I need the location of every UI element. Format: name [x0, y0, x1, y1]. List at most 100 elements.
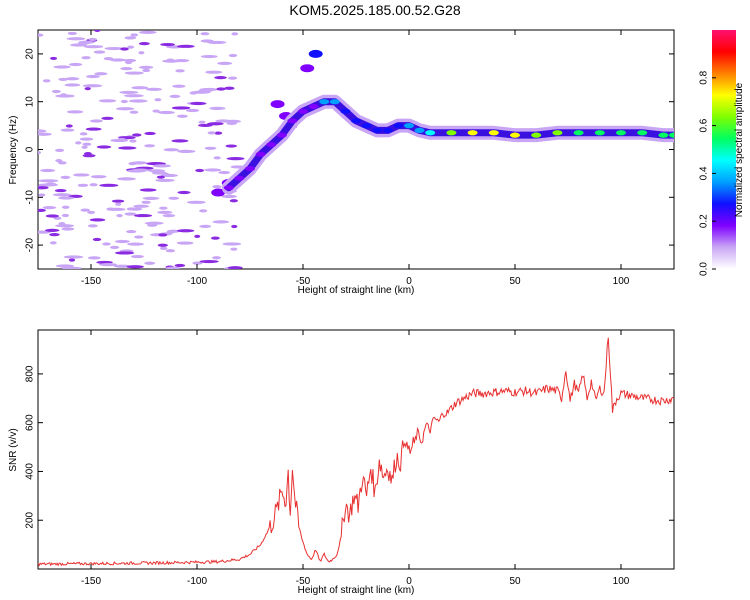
- ridge-point: [669, 132, 674, 138]
- noise-speckle: [138, 41, 150, 46]
- y-tick-label: -20: [25, 237, 36, 252]
- noise-speckle: [73, 173, 90, 177]
- noise-speckle: [131, 254, 144, 259]
- noise-speckle: [171, 106, 191, 110]
- noise-speckle: [115, 251, 135, 255]
- ridge-point: [414, 127, 425, 133]
- ridge-point: [404, 123, 414, 129]
- ridge-point: [594, 130, 605, 136]
- noise-speckle: [161, 172, 170, 176]
- noise-speckle: [133, 204, 150, 208]
- noise-speckle: [142, 196, 160, 200]
- noise-speckle: [118, 146, 137, 150]
- chart-title: KOM5.2025.185.00.52.G28: [289, 2, 461, 18]
- noise-speckle: [176, 241, 194, 245]
- noise-speckle: [204, 146, 217, 150]
- noise-speckle: [75, 141, 82, 145]
- colorbar-tick-label: 0.0: [699, 262, 710, 276]
- y-tick-label: 20: [25, 48, 36, 60]
- noise-speckle: [195, 168, 205, 173]
- noise-speckle: [64, 83, 81, 87]
- noise-speckle: [61, 213, 70, 218]
- noise-speckle: [192, 261, 203, 265]
- noise-speckle: [217, 61, 233, 65]
- noise-speckle: [128, 99, 148, 103]
- noise-speckle: [67, 31, 77, 36]
- noise-speckle: [225, 144, 237, 148]
- noise-speckle: [194, 234, 201, 238]
- y-tick-label: 10: [25, 96, 36, 108]
- noise-speckle: [125, 60, 133, 65]
- ridge-point: [223, 185, 234, 191]
- noise-speckle: [214, 76, 227, 80]
- noise-speckle: [87, 210, 96, 215]
- noise-speckle: [198, 120, 206, 124]
- ridge-point: [510, 132, 520, 138]
- noise-speckle: [166, 266, 178, 269]
- noise-speckle: [61, 227, 75, 231]
- noise-speckle: [213, 156, 221, 160]
- noise-speckle: [115, 202, 122, 206]
- colorbar-gradient: [712, 30, 736, 269]
- noise-speckle: [152, 164, 171, 168]
- noise-speckle: [88, 37, 97, 42]
- noise-speckle: [66, 110, 84, 114]
- noise-speckle: [200, 54, 218, 59]
- heatmap-y-axis-label: Frequency (Hz): [8, 116, 19, 185]
- noise-speckle: [120, 67, 133, 71]
- noise-speckle: [199, 224, 212, 228]
- x-tick-label: 100: [613, 576, 630, 587]
- noise-speckle: [79, 137, 94, 141]
- noise-speckle: [200, 32, 210, 36]
- noise-speckle: [38, 132, 52, 136]
- noise-speckle: [144, 261, 156, 265]
- noise-speckle: [55, 264, 75, 268]
- ridge-point: [276, 132, 287, 138]
- x-tick-label: 0: [406, 276, 412, 287]
- noise-speckle: [144, 221, 164, 225]
- ridge-point: [245, 166, 255, 172]
- ridge-point: [329, 99, 340, 105]
- noise-speckle: [222, 242, 242, 246]
- noise-speckle: [119, 90, 139, 95]
- snr-marks: [38, 337, 674, 567]
- noise-speckle: [99, 263, 118, 267]
- noise-speckle: [133, 213, 153, 218]
- ridge-point: [658, 132, 669, 138]
- noise-speckle: [200, 39, 214, 43]
- ridge-point: [340, 108, 351, 114]
- noise-speckle: [157, 110, 175, 115]
- noise-speckle: [221, 194, 237, 199]
- ridge-point: [308, 103, 319, 110]
- noise-speckle: [224, 119, 241, 123]
- noise-speckle: [186, 200, 206, 204]
- colorbar-tick-label: 0.6: [699, 118, 710, 132]
- noise-speckle: [49, 241, 57, 245]
- noise-speckle: [144, 144, 156, 148]
- noise-speckle: [66, 37, 86, 41]
- heatmap-y-ticks: -20 -10 0 10 20: [25, 48, 674, 252]
- snr-y-axis-label: SNR (v/v): [8, 428, 19, 471]
- noise-speckle: [169, 94, 181, 98]
- y-tick-label: 400: [25, 463, 36, 480]
- noise-speckle: [111, 199, 125, 203]
- noise-speckle: [144, 131, 156, 136]
- noise-speckle: [68, 258, 76, 262]
- noise-speckle: [138, 51, 145, 55]
- ridge-point: [361, 123, 372, 129]
- noise-speckle: [159, 206, 168, 210]
- noise-speckle: [114, 239, 130, 244]
- noise-speckle: [155, 178, 175, 183]
- x-tick-label: -100: [187, 276, 207, 287]
- heatmap-plot-area: [37, 29, 675, 270]
- noise-speckle: [124, 71, 144, 75]
- noise-speckle: [94, 30, 101, 32]
- noise-speckle: [50, 56, 58, 61]
- snr-panel: -150 -100 -50 0 50 100 200 400 600 800 Height of…: [8, 329, 675, 596]
- noise-speckle: [116, 214, 123, 218]
- noise-speckle: [165, 249, 176, 253]
- noise-speckle: [117, 177, 136, 181]
- noise-speckle: [191, 90, 211, 94]
- noise-speckle: [70, 43, 87, 47]
- noise-speckle: [53, 65, 71, 69]
